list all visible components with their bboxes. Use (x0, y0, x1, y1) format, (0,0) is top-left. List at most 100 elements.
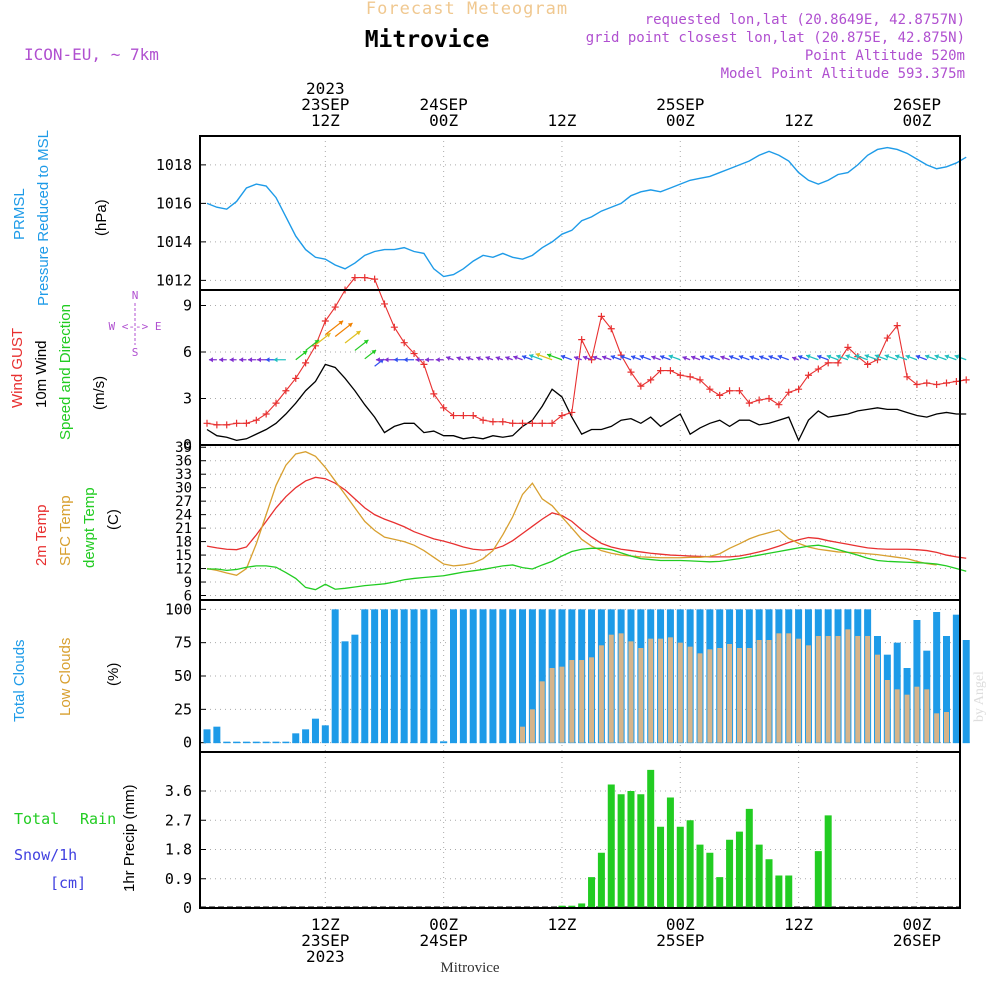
cloud-bar-low (520, 726, 526, 743)
top-time-label: 12Z (784, 111, 813, 130)
wind-arrow-head (620, 354, 625, 360)
gust-marker (943, 379, 950, 387)
cloud-bar-total (489, 609, 497, 743)
wind-arrow-head (934, 354, 940, 360)
gust-marker (617, 351, 625, 359)
cloud-bar-total (479, 609, 487, 743)
temp-sfc-line (206, 451, 937, 576)
gust-marker (499, 418, 507, 426)
gust-marker (607, 325, 615, 333)
cloud-bar-low (727, 644, 733, 743)
cloud-bar-low (529, 709, 535, 743)
wind-arrow-head (393, 357, 398, 363)
wind-arrow-head (265, 357, 270, 363)
precip-bar (647, 769, 655, 908)
wind-arrow-head (239, 357, 244, 363)
cloud-bar-total (962, 640, 970, 743)
wind-arrow-head (446, 356, 451, 361)
gust-marker (952, 377, 960, 385)
bottom-time-label: 26SEP (893, 931, 941, 950)
gust-marker (282, 387, 290, 395)
wind-arrow-head (375, 357, 380, 363)
gust-marker (657, 367, 665, 375)
cloud-bar-total (469, 609, 477, 743)
precip-bar (686, 820, 694, 908)
wind-arrow-head (836, 354, 841, 360)
bottom-time-label: 00Z (429, 915, 458, 934)
wind-arrow-head (485, 356, 491, 361)
precip-bar (676, 826, 684, 908)
cloud-baseline (272, 741, 280, 744)
y-tick-label: 30 (175, 481, 192, 497)
wind-arrow-head (798, 354, 803, 360)
cloud-bar-low (579, 660, 585, 743)
wind-arrow-head (855, 354, 860, 359)
gust-marker (203, 419, 211, 427)
gust-marker (814, 365, 822, 373)
cloud-baseline (223, 741, 231, 744)
wind-arrow-head (314, 339, 320, 345)
precip-label: 1hr Precip (mm) (121, 784, 138, 892)
y-tick-label: 6 (184, 589, 192, 605)
gust-marker (824, 359, 832, 367)
cloud-bar-total (519, 609, 527, 743)
gust-marker (933, 381, 941, 389)
cloud-bar-total (459, 609, 467, 743)
bottom-time-label: 12Z (548, 915, 577, 934)
wind-arrow-head (700, 355, 705, 360)
y-tick-label: 100 (165, 600, 192, 618)
y-tick-label: 24 (175, 508, 192, 524)
y-tick-label: 33 (175, 467, 192, 483)
precip-bar (735, 831, 743, 908)
gust-marker (864, 360, 872, 368)
cloud-bar-low (549, 668, 555, 743)
wind-arrow-head (347, 322, 353, 328)
gust-marker (380, 300, 388, 308)
gust-marker (292, 374, 300, 382)
cloud-bar-low (736, 648, 742, 743)
temp-unit: (C) (105, 509, 122, 530)
wind-arrow-head (651, 355, 656, 361)
bottom-time-label: 12Z (311, 915, 340, 934)
top-time-label: 25SEP (656, 95, 704, 114)
y-tick-label: 3 (183, 390, 192, 408)
wind-arrow-head (219, 357, 224, 363)
wind-arrow-head (845, 354, 851, 360)
wind-arrow-head (826, 354, 832, 360)
cloud-bar-low (835, 636, 841, 743)
gust-marker (272, 399, 280, 407)
cloud-baseline (321, 741, 329, 744)
precip-bar (696, 844, 704, 908)
model-label: ICON-EU, ~ 7km (24, 45, 159, 64)
wind-arrow-head (602, 355, 607, 361)
gust-marker (430, 390, 438, 398)
top-time-label: 12Z (311, 111, 340, 130)
gust-marker (637, 382, 645, 390)
cloud-bar-low (589, 657, 595, 743)
wind-arrow-head (749, 355, 755, 360)
top-time-label: 12Z (548, 111, 577, 130)
gust-marker (755, 396, 763, 404)
y-tick-label: 39 (175, 440, 192, 456)
gust-marker (676, 371, 684, 379)
precip-bar (578, 903, 586, 908)
cloud-bar-low (658, 638, 664, 743)
y-tick-label: 0 (183, 436, 192, 454)
y-tick-label: 1016 (156, 194, 192, 212)
location-title: Mitrovice (365, 27, 490, 53)
gust-marker (696, 376, 704, 384)
cloud-bar-total (380, 609, 388, 743)
gust-marker (716, 391, 724, 399)
wind-10m-label: 10m Wind (33, 340, 50, 408)
y-tick-label: 18 (175, 535, 192, 551)
temp-2m-line (206, 476, 967, 559)
top-time-label: 00Z (902, 111, 931, 130)
precip-bar (755, 844, 763, 908)
cloud-bar-low (618, 633, 624, 743)
gust-marker (361, 274, 369, 282)
cloud-baseline (420, 741, 428, 744)
precip-bar (726, 839, 734, 908)
precip-bar (607, 784, 615, 908)
gust-marker (400, 339, 408, 347)
